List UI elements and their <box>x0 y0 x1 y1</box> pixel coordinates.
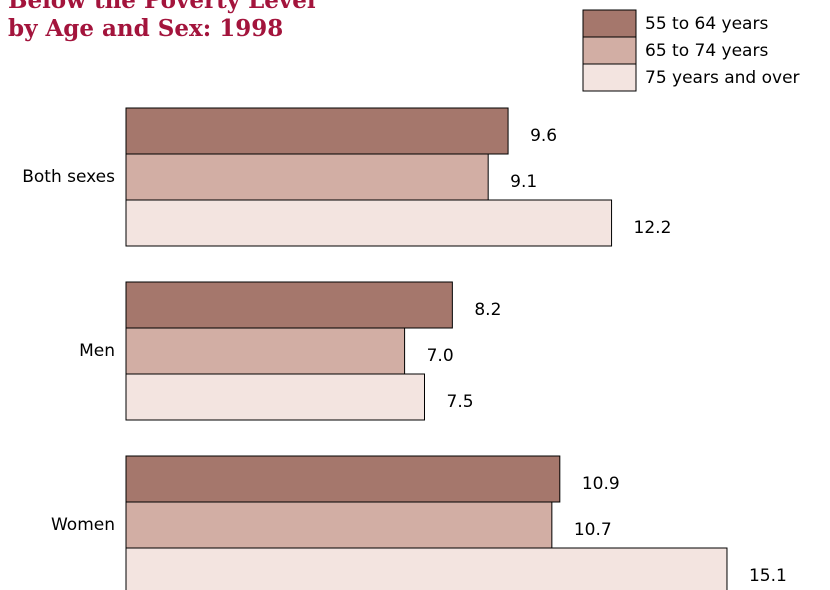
category-label: Women <box>51 515 115 535</box>
chart-title: Below the Poverty Level <box>8 0 316 14</box>
value-label: 9.1 <box>510 172 537 192</box>
value-label: 15.1 <box>749 566 787 586</box>
legend-label: 75 years and over <box>645 68 800 88</box>
value-label: 12.2 <box>634 218 672 238</box>
bar <box>125 501 553 549</box>
value-label: 8.2 <box>474 300 501 320</box>
bar <box>125 199 613 247</box>
legend-label: 65 to 74 years <box>645 41 768 61</box>
value-label: 10.9 <box>582 474 620 494</box>
bar <box>125 455 561 503</box>
bar <box>125 281 453 329</box>
bar <box>125 547 728 590</box>
bar <box>125 327 406 375</box>
value-label: 9.6 <box>530 126 557 146</box>
legend-swatch <box>582 63 637 92</box>
category-label: Men <box>79 341 115 361</box>
bar <box>125 373 425 421</box>
legend-label: 55 to 64 years <box>645 14 768 34</box>
value-label: 10.7 <box>574 520 612 540</box>
bar <box>125 107 509 155</box>
value-label: 7.0 <box>427 346 454 366</box>
category-label: Both sexes <box>22 167 115 187</box>
bar <box>125 153 489 201</box>
value-label: 7.5 <box>447 392 474 412</box>
legend-swatch <box>582 36 637 65</box>
chart-title: by Age and Sex: 1998 <box>8 15 283 42</box>
legend-swatch <box>582 9 637 38</box>
